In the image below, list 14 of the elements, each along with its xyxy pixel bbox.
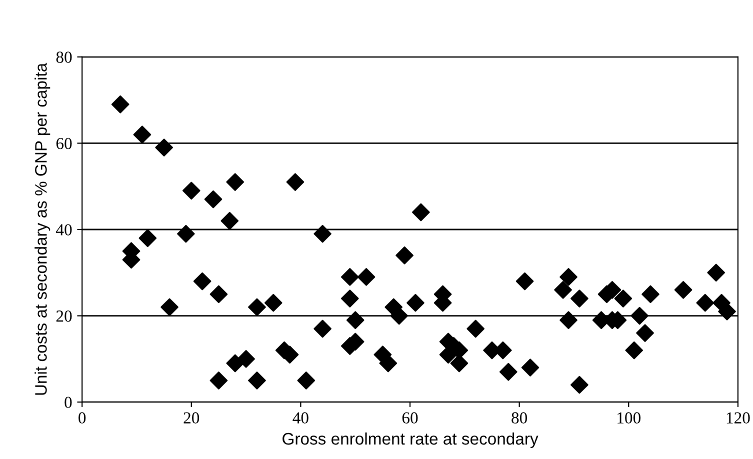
x-tick-label: 20 bbox=[184, 412, 200, 424]
x-axis-title: Gross enrolment rate at secondary bbox=[282, 432, 538, 448]
y-tick-label: 20 bbox=[56, 310, 72, 322]
y-tick-label: 80 bbox=[56, 52, 72, 63]
x-tick-label: 0 bbox=[78, 412, 86, 424]
x-tick-label: 40 bbox=[292, 412, 308, 424]
x-tick-label: 120 bbox=[726, 412, 750, 424]
y-tick-label: 0 bbox=[64, 396, 72, 408]
x-tick-label: 60 bbox=[402, 412, 418, 424]
y-tick-label: 60 bbox=[56, 138, 72, 150]
x-tick-label: 100 bbox=[618, 412, 640, 424]
y-axis-title: Unit costs at secondary as % GNP per capita bbox=[34, 62, 50, 395]
y-tick-label: 40 bbox=[56, 224, 72, 236]
x-tick-label: 80 bbox=[512, 412, 528, 424]
